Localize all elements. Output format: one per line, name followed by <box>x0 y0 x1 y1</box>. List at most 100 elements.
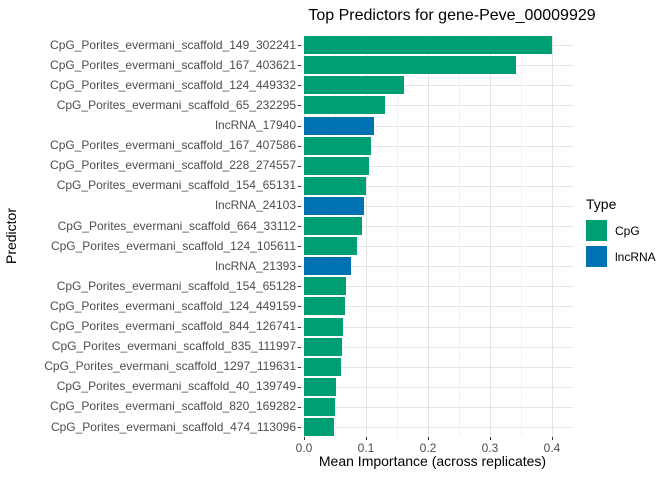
legend-entry: lncRNA <box>586 246 656 267</box>
x-axis-tick <box>428 437 429 440</box>
y-axis-label: CpG_Porites_evermani_scaffold_154_65128 <box>56 278 296 293</box>
gridline-horizontal <box>292 205 573 207</box>
y-axis-tick <box>298 246 301 248</box>
y-axis-label: CpG_Porites_evermani_scaffold_154_65131 <box>56 178 296 193</box>
legend-swatch <box>586 246 607 267</box>
bar <box>304 317 344 336</box>
x-axis-tick-label: 0.2 <box>419 441 437 455</box>
y-axis-label: lncRNA_17940 <box>215 118 296 132</box>
x-axis-tick-label: 0.1 <box>357 441 375 455</box>
gridline-horizontal <box>292 125 573 127</box>
bar <box>304 277 347 296</box>
bar <box>304 397 335 416</box>
y-axis-label: CpG_Porites_evermani_scaffold_124_105611 <box>50 238 296 253</box>
y-axis-tick <box>298 185 301 187</box>
y-axis-label: CpG_Porites_evermani_scaffold_664_33112 <box>57 218 296 233</box>
gridline-horizontal <box>292 346 573 348</box>
y-axis-label: CpG_Porites_evermani_scaffold_124_449159 <box>50 298 296 313</box>
gridline-horizontal <box>292 105 573 107</box>
y-axis-label: CpG_Porites_evermani_scaffold_124_449332 <box>50 77 296 92</box>
y-axis-label: CpG_Porites_evermani_scaffold_228_274557 <box>50 158 296 173</box>
y-axis-label: CpG_Porites_evermani_scaffold_1297_11963… <box>44 359 296 374</box>
gridline-horizontal <box>292 165 573 167</box>
y-axis-tick <box>298 346 301 348</box>
x-axis-tick-label: 0.3 <box>481 441 499 455</box>
y-axis-tick <box>298 306 301 308</box>
y-axis-tick <box>298 266 301 268</box>
y-axis-label: CpG_Porites_evermani_scaffold_167_403621 <box>50 57 296 72</box>
bar <box>304 36 552 54</box>
y-axis-label: CpG_Porites_evermani_scaffold_820_169282 <box>50 399 296 414</box>
bar <box>304 96 385 115</box>
y-axis-tick <box>298 165 301 167</box>
y-axis-tick <box>298 386 301 388</box>
gridline-horizontal <box>292 185 573 187</box>
bar <box>304 116 375 135</box>
y-axis-label: lncRNA_21393 <box>215 258 296 273</box>
y-axis-label: CpG_Porites_evermani_scaffold_844_126741 <box>50 319 296 333</box>
gridline-vertical-minor <box>335 35 336 437</box>
gridline-vertical-major <box>552 35 553 437</box>
gridline-horizontal <box>292 427 573 428</box>
y-axis-label: CpG_Porites_evermani_scaffold_167_407586 <box>50 138 296 153</box>
gridline-horizontal <box>292 145 573 147</box>
x-axis-tick <box>366 437 367 440</box>
bar <box>304 337 342 356</box>
gridline-vertical-major <box>428 35 429 437</box>
y-axis-label: CpG_Porites_evermani_scaffold_65_232295 <box>56 97 296 112</box>
bar <box>304 237 357 256</box>
gridline-vertical-major <box>366 35 367 437</box>
bar <box>304 357 342 376</box>
y-axis-tick <box>298 326 301 328</box>
bar <box>304 56 516 75</box>
y-axis-tick <box>298 105 301 107</box>
bar <box>304 176 366 195</box>
y-axis-tick <box>298 45 301 46</box>
bar <box>304 297 345 316</box>
x-axis-tick-label: 0.4 <box>543 441 561 455</box>
gridline-horizontal <box>292 266 573 268</box>
legend-title: Type <box>586 196 617 212</box>
gridline-horizontal <box>292 246 573 248</box>
bar <box>304 257 352 276</box>
y-axis-tick <box>298 406 301 408</box>
gridline-vertical-minor <box>521 35 522 437</box>
gridline-vertical-major <box>304 35 305 437</box>
bar <box>304 418 335 436</box>
gridline-horizontal <box>292 386 573 388</box>
y-axis-tick <box>298 145 301 147</box>
legend-label: CpG <box>615 223 640 238</box>
y-axis-tick <box>298 226 301 227</box>
gridline-horizontal <box>292 85 573 87</box>
y-axis-label: CpG_Porites_evermani_scaffold_835_111997 <box>51 339 296 354</box>
bar <box>304 217 363 235</box>
gridline-vertical-major <box>490 35 491 437</box>
gridline-vertical-minor <box>397 35 398 437</box>
y-axis-label: CpG_Porites_evermani_scaffold_40_139749 <box>56 379 296 394</box>
y-axis-tick <box>298 427 301 428</box>
x-axis-tick-label: 0.0 <box>295 441 313 455</box>
y-axis-tick <box>298 205 301 207</box>
y-axis-label: CpG_Porites_evermani_scaffold_149_302241 <box>50 37 296 52</box>
legend-label: lncRNA <box>615 249 656 264</box>
gridline-horizontal <box>292 286 573 288</box>
bar <box>304 136 371 155</box>
x-axis-tick <box>490 437 491 440</box>
bar <box>304 76 404 95</box>
gridline-horizontal <box>292 306 573 308</box>
gridline-horizontal <box>292 366 573 368</box>
legend-entries: CpG lncRNA <box>586 220 656 267</box>
legend-swatch <box>586 220 607 241</box>
y-axis-label: CpG_Porites_evermani_scaffold_474_113096 <box>50 419 296 434</box>
y-axis-label: lncRNA_24103 <box>215 198 296 213</box>
legend: Type CpG lncRNA <box>586 196 656 272</box>
bar <box>304 377 337 396</box>
bar <box>304 196 365 215</box>
x-axis-tick <box>304 437 305 440</box>
y-axis-tick <box>298 286 301 288</box>
gridline-horizontal <box>292 326 573 328</box>
x-axis-tick <box>552 437 553 440</box>
y-axis-tick <box>298 65 301 67</box>
